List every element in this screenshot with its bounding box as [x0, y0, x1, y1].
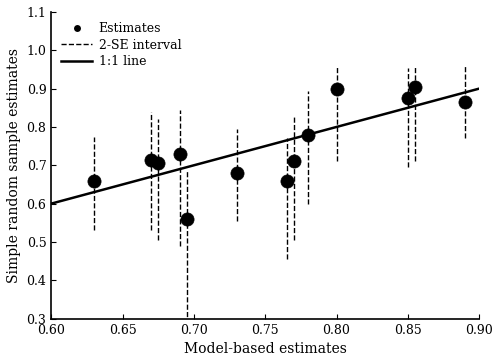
Point [411, 84, 419, 90]
Point [232, 170, 240, 176]
Point [461, 99, 469, 105]
Point [404, 95, 412, 101]
Point [332, 86, 340, 91]
Y-axis label: Simple random sample estimates: Simple random sample estimates [7, 48, 21, 283]
X-axis label: Model-based estimates: Model-based estimates [184, 342, 346, 356]
Point [90, 178, 98, 184]
Point [176, 151, 184, 157]
Point [282, 178, 290, 184]
Point [154, 160, 162, 166]
Legend: Estimates, 2-SE interval, 1:1 line: Estimates, 2-SE interval, 1:1 line [58, 18, 185, 72]
Point [147, 157, 155, 163]
Point [183, 216, 191, 222]
Point [304, 132, 312, 138]
Point [290, 159, 298, 164]
